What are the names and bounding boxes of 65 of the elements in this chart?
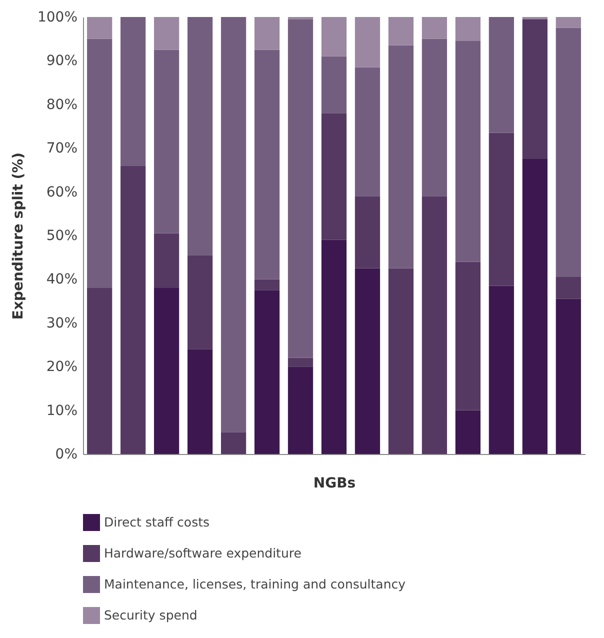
- bar: [488, 286, 514, 454]
- bar: [422, 38, 448, 196]
- y-tick-label: 60%: [46, 184, 78, 200]
- legend-label: Maintenance, licenses, training and consultancy: [104, 576, 406, 592]
- bar: [556, 28, 581, 278]
- bar: [488, 17, 514, 133]
- y-tick-label: 40%: [46, 272, 78, 288]
- bar: [154, 17, 180, 50]
- bar: [354, 196, 380, 268]
- y-tick-label: 0%: [55, 446, 78, 462]
- bar: [154, 50, 180, 234]
- bar: [388, 268, 414, 454]
- y-tick-label: 100%: [37, 10, 78, 26]
- bar: [556, 17, 581, 28]
- bar: [187, 349, 213, 454]
- legend-label: Direct staff costs: [104, 514, 210, 530]
- y-tick-label: 20%: [46, 359, 78, 376]
- bar: [354, 268, 380, 454]
- bar: [422, 196, 448, 454]
- bar: [87, 288, 112, 454]
- bar: [455, 410, 481, 454]
- legend-label: Hardware/software expenditure: [104, 546, 302, 560]
- y-tick-label: 50%: [46, 228, 78, 244]
- bar: [254, 279, 280, 290]
- bar: [87, 17, 112, 39]
- bar: [522, 159, 548, 454]
- y-tick-label: 10%: [46, 402, 78, 419]
- bar: [455, 17, 481, 42]
- bar: [154, 288, 180, 454]
- bar: [388, 45, 414, 268]
- bar: [422, 17, 448, 39]
- bar: [488, 132, 514, 286]
- bar: [522, 19, 548, 160]
- bar: [388, 17, 414, 46]
- bar: [321, 113, 347, 240]
- bar: [288, 19, 314, 358]
- bar: [254, 290, 280, 454]
- bar: [120, 17, 146, 166]
- bar: [187, 255, 213, 350]
- bar: [556, 298, 581, 454]
- bar: [154, 233, 180, 288]
- y-tick-label: 70%: [46, 140, 78, 157]
- y-axis-title: Expenditure split (%): [10, 152, 26, 320]
- bar: [321, 17, 347, 56]
- bar: [321, 56, 347, 114]
- bar: [455, 41, 481, 262]
- bar: [187, 17, 213, 256]
- bar: [288, 358, 314, 367]
- bar: [120, 166, 146, 454]
- bar: [220, 17, 246, 432]
- bar: [455, 262, 481, 410]
- bar: [288, 366, 314, 454]
- bar: [354, 17, 380, 68]
- y-tick-label: 80%: [46, 96, 78, 113]
- bar: [321, 240, 347, 454]
- bar: [354, 67, 380, 196]
- bar: [254, 17, 280, 50]
- legend-label: Security spend: [104, 608, 198, 622]
- y-tick-label: 90%: [46, 53, 78, 70]
- bar: [254, 50, 280, 280]
- y-tick-label: 30%: [46, 315, 78, 332]
- bar: [87, 38, 112, 288]
- bar: [556, 277, 581, 299]
- x-axis-title: NGBs: [313, 476, 356, 492]
- bar: [220, 432, 246, 454]
